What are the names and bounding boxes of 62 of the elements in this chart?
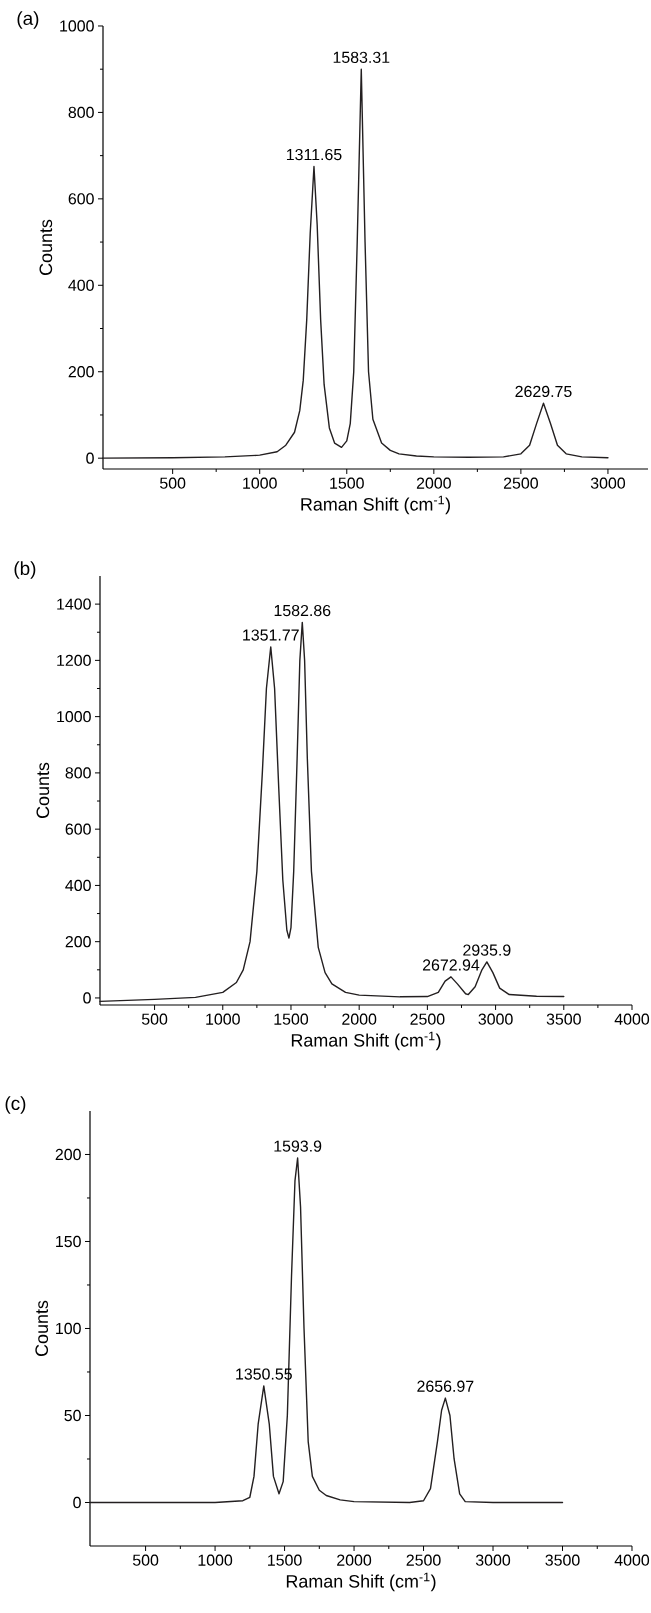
y-axis-title: Counts <box>36 762 50 818</box>
annotation: 1311.65 <box>286 148 342 161</box>
line-series <box>102 68 609 459</box>
x-tick-label: 500 <box>159 477 186 489</box>
y-tick-label: 100 <box>56 1322 81 1335</box>
y-tick-label: 400 <box>68 279 94 291</box>
x-tick-label: 3500 <box>546 1013 581 1025</box>
y-axis-title: Counts <box>35 1300 49 1356</box>
x-tick-label: 2500 <box>406 1554 441 1566</box>
x-tick-label: 2000 <box>416 477 451 489</box>
x-tick-label: 2000 <box>337 1554 372 1566</box>
y-tick-label: 1200 <box>57 654 91 667</box>
chart-title: (a) <box>17 11 39 29</box>
y-tick-label: 0 <box>86 452 94 464</box>
annotation: 1593.9 <box>274 1140 322 1152</box>
x-tick-label: 1000 <box>243 477 277 489</box>
y-tick-label: 0 <box>83 992 91 1004</box>
chart-title: (b) <box>14 561 36 579</box>
x-tick-label: 1000 <box>206 1013 240 1025</box>
y-tick-label: 600 <box>68 193 94 205</box>
x-tick-label: 1500 <box>330 477 364 489</box>
annotation: 1583.31 <box>333 51 390 63</box>
x-tick-label: 2500 <box>410 1013 445 1025</box>
line-series <box>89 1157 564 1504</box>
annotation: 2935.9 <box>463 944 511 956</box>
x-tick-label: 1500 <box>274 1013 309 1025</box>
x-tick-label: 500 <box>141 1013 168 1025</box>
y-tick-label: 50 <box>64 1409 81 1422</box>
x-tick-label: 500 <box>132 1554 159 1566</box>
line-series <box>99 621 565 1003</box>
y-tick-label: 0 <box>73 1496 81 1509</box>
y-tick-label: 1000 <box>60 20 94 32</box>
x-tick-label: 2500 <box>503 477 538 489</box>
x-tick-label: 1500 <box>268 1554 302 1566</box>
annotation: 1351.77 <box>243 629 299 641</box>
annotation: 2656.97 <box>417 1380 474 1392</box>
y-tick-label: 1000 <box>57 711 91 723</box>
x-tick-label: 3000 <box>475 1554 511 1566</box>
x-tick-label: 4000 <box>614 1554 650 1566</box>
x-tick-label: 3000 <box>590 477 626 489</box>
y-tick-label: 150 <box>56 1235 81 1248</box>
annotation: 1582.86 <box>274 604 331 617</box>
y-tick-label: 400 <box>65 879 91 892</box>
y-tick-label: 200 <box>55 1148 81 1161</box>
x-axis-title: Raman Shift (cm$^{-1}$) <box>286 1572 436 1592</box>
y-tick-label: 800 <box>65 767 91 779</box>
x-tick-label: 3500 <box>545 1554 580 1566</box>
x-tick-label: 2000 <box>342 1013 377 1025</box>
y-tick-label: 200 <box>65 936 91 948</box>
y-tick-label: 800 <box>68 106 94 119</box>
y-tick-label: 200 <box>68 366 94 378</box>
y-tick-label: 600 <box>65 823 91 835</box>
annotation: 2672.94 <box>422 959 480 971</box>
x-tick-label: 1000 <box>198 1554 233 1566</box>
chart-title: (c) <box>5 1096 26 1114</box>
x-tick-label: 3000 <box>478 1013 513 1025</box>
x-axis-title: Raman Shift (cm$^{-1}$) <box>301 495 450 515</box>
annotation: 2629.75 <box>515 385 572 398</box>
x-axis-title: Raman Shift (cm$^{-1}$) <box>291 1031 441 1051</box>
y-axis-title: Counts <box>39 219 53 275</box>
y-tick-label: 1400 <box>57 598 91 610</box>
x-tick-label: 4000 <box>614 1013 650 1025</box>
